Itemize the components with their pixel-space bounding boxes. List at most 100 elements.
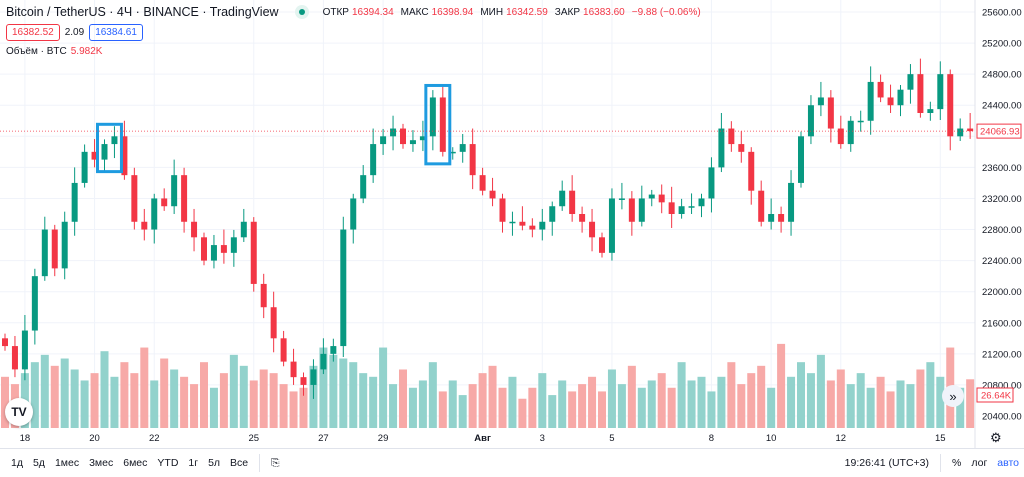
- candle-body: [897, 89, 904, 106]
- candle-body: [141, 221, 148, 230]
- price-tick-label: 23600.00: [982, 163, 1022, 174]
- range-button[interactable]: 1г: [188, 457, 199, 469]
- symbol-title[interactable]: Bitcoin / TetherUS · 4Ч · BINANCE · Trad…: [6, 5, 279, 19]
- volume-bar: [906, 384, 915, 428]
- tradingview-logo[interactable]: TV: [5, 398, 33, 426]
- candle-body: [688, 206, 695, 208]
- candle-body: [708, 167, 715, 199]
- sell-button[interactable]: 16382.52: [6, 24, 60, 41]
- volume-bar: [80, 380, 89, 428]
- volume-bar: [707, 391, 716, 428]
- candle-body: [837, 128, 844, 145]
- auto-toggle[interactable]: авто: [997, 457, 1019, 469]
- candle-body: [171, 175, 178, 207]
- price-tick-label: 25200.00: [982, 39, 1022, 50]
- candle-body: [469, 144, 476, 176]
- log-toggle[interactable]: лог: [971, 457, 988, 469]
- time-tick-label: 27: [318, 433, 329, 444]
- volume-bar: [767, 387, 776, 428]
- price-tick-label: 20400.00: [982, 412, 1022, 423]
- percent-toggle[interactable]: %: [952, 457, 962, 469]
- volume-bar: [777, 343, 786, 428]
- candle-body: [131, 175, 138, 222]
- volume-bar: [408, 387, 417, 428]
- candle-body: [151, 198, 158, 230]
- range-button[interactable]: YTD: [157, 457, 179, 469]
- candle-body: [121, 136, 128, 176]
- volume-bar: [130, 373, 139, 428]
- volume-bar: [239, 365, 248, 428]
- candle-body: [738, 144, 745, 152]
- range-button[interactable]: 3мес: [89, 457, 114, 469]
- candle-body: [479, 175, 486, 191]
- volume-bar: [607, 369, 616, 428]
- volume-bar: [896, 380, 905, 428]
- candle-body: [280, 338, 287, 362]
- volume-bar: [100, 351, 109, 428]
- goto-date-icon[interactable]: ⎘: [271, 456, 280, 469]
- candle-body: [788, 182, 795, 222]
- candle-body: [628, 198, 635, 222]
- candle-body: [847, 120, 854, 145]
- candle-body: [230, 237, 237, 253]
- volume-bar: [478, 373, 487, 428]
- candle-body: [181, 175, 188, 222]
- candle-body: [798, 136, 804, 183]
- candle-body: [728, 128, 735, 145]
- volume-bar: [647, 380, 656, 428]
- buy-button[interactable]: 16384.61: [89, 24, 143, 41]
- spread: 2.09: [64, 27, 85, 38]
- candle-body: [31, 276, 38, 331]
- volume-bar: [369, 376, 378, 428]
- volume-bar: [468, 384, 477, 428]
- time-tick-label: 29: [378, 433, 389, 444]
- range-button[interactable]: 1мес: [54, 457, 80, 469]
- time-tick-label: 10: [766, 433, 777, 444]
- price-tick-label: 23200.00: [982, 194, 1022, 205]
- bottom-toolbar: 1д 5д 1мес 3мес 6мес YTD 1г 5л Все ⎘ 19:26:41 (U…: [0, 448, 1024, 477]
- range-button[interactable]: 5д: [32, 457, 45, 469]
- price-tick-label: 24800.00: [982, 70, 1022, 81]
- volume-bar: [90, 373, 99, 428]
- chart-legend: Bitcoin / TetherUS · 4Ч · BINANCE · Trad…: [6, 5, 705, 19]
- candle-body: [51, 229, 58, 269]
- volume-bar: [617, 384, 626, 428]
- change-value: −9.88 (−0.06%): [631, 6, 701, 18]
- candle-body: [429, 97, 436, 137]
- candle-body: [529, 225, 536, 230]
- range-button[interactable]: 1д: [11, 457, 23, 469]
- volume-bar: [627, 365, 636, 428]
- candle-body: [400, 128, 406, 145]
- candle-body: [300, 377, 307, 385]
- scroll-to-realtime-button[interactable]: »: [942, 385, 964, 407]
- time-tick-label: 5: [609, 433, 614, 444]
- candle-body: [439, 97, 446, 152]
- volume-bar: [289, 391, 298, 428]
- candle-body: [111, 136, 118, 145]
- candle-body: [459, 144, 466, 152]
- volume-bar: [558, 380, 567, 428]
- volume-bar: [319, 347, 328, 428]
- price-tick-label: 22800.00: [982, 225, 1022, 236]
- candle-body: [240, 221, 247, 238]
- volume-bar: [50, 365, 59, 428]
- volume-bar: [538, 373, 547, 428]
- range-button[interactable]: Все: [230, 457, 249, 469]
- volume-bar: [598, 391, 606, 428]
- volume-bar: [339, 358, 348, 428]
- range-button[interactable]: 5л: [208, 457, 221, 469]
- volume-bar: [249, 380, 258, 428]
- settings-gear-icon[interactable]: ⚙: [990, 430, 1002, 445]
- volume-bar: [797, 362, 805, 428]
- volume-bar: [826, 380, 835, 428]
- candle-body: [678, 206, 685, 214]
- price-chart[interactable]: 25600.00 25200.00 24800.00 24400.00 23600.00…: [0, 0, 1024, 448]
- timezone-clock[interactable]: 19:26:41 (UTC+3): [844, 457, 930, 469]
- candle-body: [310, 369, 317, 385]
- volume-bar: [349, 362, 358, 428]
- price-tick-label: 24400.00: [982, 101, 1022, 112]
- volume-bar: [180, 376, 189, 428]
- volume-bar: [1, 376, 9, 428]
- volume-bar: [966, 379, 975, 428]
- range-button[interactable]: 6мес: [123, 457, 148, 469]
